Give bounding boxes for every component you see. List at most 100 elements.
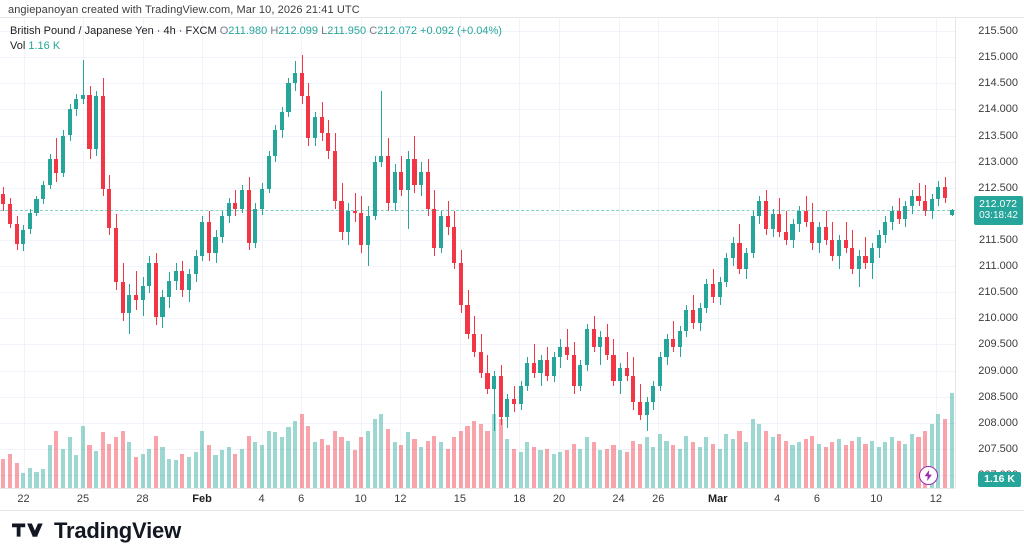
volume-bar xyxy=(74,455,79,488)
grid-line-vertical xyxy=(24,18,25,488)
price-tick-label: 215.500 xyxy=(978,25,1018,38)
price-tick-label: 208.000 xyxy=(978,416,1018,429)
candle-body xyxy=(545,360,550,376)
volume-bar xyxy=(259,445,264,488)
volume-bar xyxy=(545,448,550,488)
volume-bar xyxy=(505,438,510,488)
volume-bar xyxy=(54,430,59,488)
grid-line-horizontal xyxy=(0,266,955,268)
volume-bar xyxy=(637,443,643,488)
candle-wick xyxy=(806,195,807,227)
candle-body xyxy=(47,159,52,186)
price-axis[interactable]: 215.500 215.000 214.500 214.000 213.500 213.0… xyxy=(955,18,1024,488)
candle-body xyxy=(604,336,609,355)
candle-body xyxy=(909,195,914,206)
volume-bar xyxy=(366,430,371,488)
volume-bar xyxy=(114,437,119,488)
time-tick-label: 10 xyxy=(354,493,367,505)
volume-bar xyxy=(425,440,430,488)
candle-body xyxy=(425,172,430,209)
volume-bar xyxy=(737,430,742,488)
volume-bar xyxy=(293,420,298,488)
candle-body xyxy=(153,263,158,318)
volume-bar xyxy=(80,425,85,488)
candle-body xyxy=(511,399,517,405)
tradingview-wordmark: TradingView xyxy=(54,517,181,543)
volume-bar xyxy=(604,448,609,488)
grid-line-horizontal xyxy=(0,57,955,59)
candle-body xyxy=(465,305,470,334)
candle-body xyxy=(346,211,351,233)
volume-bar xyxy=(783,440,788,488)
volume-bar xyxy=(279,437,284,488)
time-tick-label: 26 xyxy=(652,493,665,505)
volume-bar xyxy=(816,443,822,488)
candle-body xyxy=(770,213,775,230)
candle-wick xyxy=(136,271,137,311)
candle-body xyxy=(624,367,629,376)
candle-body xyxy=(87,94,92,149)
candle-body xyxy=(618,367,623,381)
volume-bar xyxy=(372,419,377,488)
candle-body xyxy=(690,310,696,324)
candle-body xyxy=(737,242,742,269)
volume-bar xyxy=(286,427,291,488)
time-axis[interactable]: 22 25 28 Feb 4 6 10 12 15 18 20 24 26 Mar 4 6 10 12 xyxy=(0,488,955,511)
candle-body xyxy=(160,297,165,318)
grid-line-vertical xyxy=(619,18,620,488)
volume-bar xyxy=(458,430,463,488)
volume-bar xyxy=(697,447,702,488)
candle-wick xyxy=(673,320,674,353)
volume-bar xyxy=(724,433,729,488)
time-tick-label: 6 xyxy=(298,493,305,505)
candle-body xyxy=(438,216,444,248)
candle-body xyxy=(591,328,596,347)
candle-body xyxy=(240,190,245,209)
legend-ohlc-row: British Pound / Japanese Yen · 4h · FXCM… xyxy=(10,24,502,38)
candle-body xyxy=(339,200,344,233)
time-tick-label: 12 xyxy=(929,493,943,505)
time-tick-label: 18 xyxy=(513,493,526,505)
time-tick-label: 6 xyxy=(813,493,820,505)
tradingview-logo: TradingView xyxy=(12,518,181,544)
bar-countdown: 03:18:42 xyxy=(979,210,1018,222)
candle-body xyxy=(883,221,888,235)
candle-wick xyxy=(786,211,787,246)
volume-bar xyxy=(763,430,769,488)
candle-body xyxy=(492,375,497,389)
volume-bar xyxy=(299,414,304,488)
candle-wick xyxy=(846,221,847,253)
volume-bar xyxy=(41,469,46,488)
volume-bar xyxy=(478,424,483,488)
lightning-bolt-icon[interactable] xyxy=(919,466,938,485)
volume-bar xyxy=(399,445,404,488)
candle-body xyxy=(319,117,324,133)
candle-body xyxy=(644,401,649,415)
candle-body xyxy=(724,258,729,282)
volume-bar xyxy=(140,453,145,488)
candle-body xyxy=(836,239,841,256)
candle-body xyxy=(405,159,410,191)
volume-bar xyxy=(445,448,450,488)
grid-line-vertical xyxy=(301,18,302,488)
volume-bar xyxy=(392,442,397,488)
candle-body xyxy=(757,200,762,217)
volume-bar xyxy=(226,447,231,488)
grid-line-horizontal xyxy=(0,187,955,189)
legend-open-label: O xyxy=(219,25,229,37)
volume-bar xyxy=(438,442,444,488)
grid-line-vertical xyxy=(936,18,937,488)
candle-body xyxy=(419,172,424,186)
candle-wick xyxy=(494,370,495,431)
candle-body xyxy=(916,195,921,201)
candle-body xyxy=(876,234,881,248)
volume-bar xyxy=(34,471,39,488)
volume-bar xyxy=(60,448,66,488)
volume-bar xyxy=(830,442,835,488)
volume-bar xyxy=(777,433,782,488)
chart-plot-area[interactable]: British Pound / Japanese Yen · 4h · FXCM… xyxy=(0,18,955,488)
candle-body xyxy=(763,200,769,230)
candle-body xyxy=(564,347,570,355)
grid-line-vertical xyxy=(361,18,362,488)
grid-line-vertical xyxy=(400,18,401,488)
